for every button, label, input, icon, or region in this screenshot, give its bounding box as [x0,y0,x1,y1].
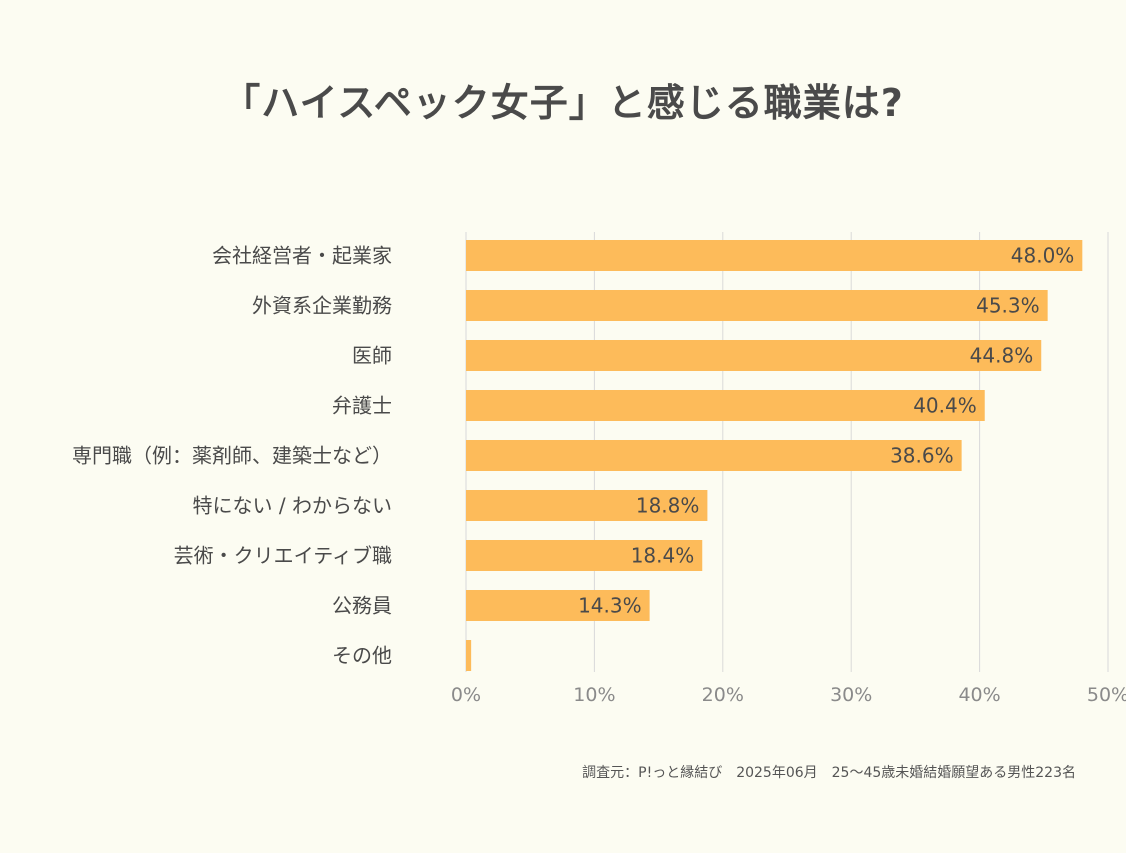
data-label: 40.4% [913,394,977,418]
bars [466,240,1083,671]
value-labels: 48.0% 45.3% 44.8% 40.4% 38.6% 18.8% 18.4% 14.3% [578,244,1074,618]
bar [466,490,708,521]
category-label: 外資系企業勤務 [252,294,392,318]
category-label: 弁護士 [332,394,392,418]
data-label: 45.3% [976,294,1040,318]
data-label: 44.8% [970,344,1034,368]
data-label: 48.0% [1011,244,1075,268]
category-label: 医師 [352,344,392,368]
bar [466,640,472,671]
x-tick-label: 10% [573,684,615,706]
bar [466,440,962,471]
category-label: 芸術・クリエイティブ職 [174,544,392,568]
bar [466,390,985,421]
category-label: 特にない / わからない [193,494,392,518]
category-label: 専門職（例：薬剤師、建築士など） [72,444,392,468]
x-tick-label: 30% [830,684,872,706]
source-note: 調査元：P!っと縁結び 2025年06月 25〜45歳未婚結婚願望ある男性223… [582,765,1076,781]
x-tick-label: 50% [1087,684,1126,706]
data-label: 18.8% [636,494,700,518]
data-label: 14.3% [578,594,642,618]
chart-title: 「ハイスペック女子」と感じる職業は? [222,81,904,125]
bar [466,340,1042,371]
category-label: 公務員 [332,594,392,618]
bar [466,540,703,571]
bar [466,290,1048,321]
data-label: 38.6% [890,444,954,468]
category-label: その他 [332,644,392,668]
bar [466,590,650,621]
x-tick-label: 20% [702,684,744,706]
x-tick-label: 0% [451,684,481,706]
data-label: 18.4% [631,544,695,568]
bar [466,240,1083,271]
x-axis-ticks: 0% 10% 20% 30% 40% 50% [451,684,1126,706]
category-label: 会社経営者・起業家 [212,244,392,268]
x-tick-label: 40% [958,684,1000,706]
